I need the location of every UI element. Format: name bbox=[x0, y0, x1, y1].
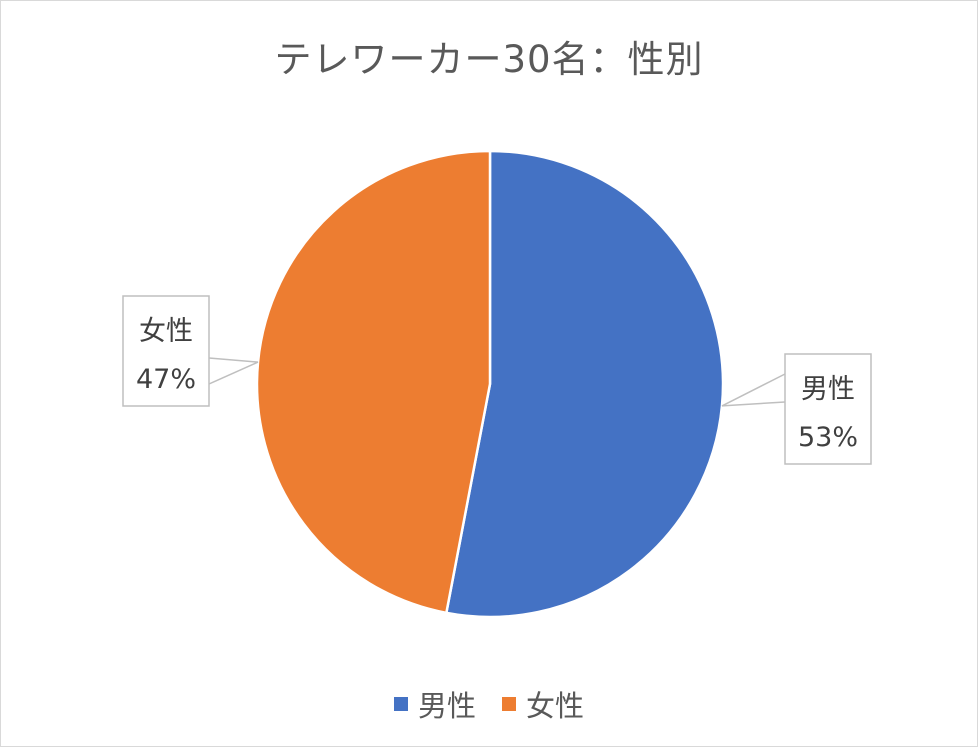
data-label-box-male bbox=[784, 353, 872, 465]
legend-item-female: 女性 bbox=[502, 683, 584, 725]
data-label-female: 女性 47% bbox=[122, 295, 259, 407]
leader-line-male bbox=[721, 373, 786, 407]
legend-swatch-male bbox=[393, 697, 408, 711]
legend-label-male: 男性 bbox=[417, 689, 476, 723]
leader-line-female bbox=[208, 357, 259, 363]
data-label-male: 男性 53% bbox=[721, 353, 872, 465]
leader-line-edge-male bbox=[721, 401, 786, 407]
data-label-category-female: 女性 bbox=[139, 316, 193, 347]
legend-item-male: 男性 bbox=[393, 683, 476, 725]
pie-slice-female bbox=[255, 149, 492, 615]
data-label-value-female: 47% bbox=[136, 364, 196, 395]
leader-line-edge-female bbox=[208, 361, 259, 385]
data-label-box-female bbox=[122, 295, 210, 407]
legend-label-female: 女性 bbox=[526, 689, 585, 723]
data-label-value-male: 53% bbox=[798, 422, 858, 453]
chart-title: テレワーカー30名：性別 bbox=[274, 38, 704, 81]
legend: 男性 女性 bbox=[1, 683, 977, 725]
pie-slice-male bbox=[445, 149, 725, 619]
data-label-category-male: 男性 bbox=[801, 374, 855, 405]
legend-swatch-female bbox=[502, 697, 516, 711]
